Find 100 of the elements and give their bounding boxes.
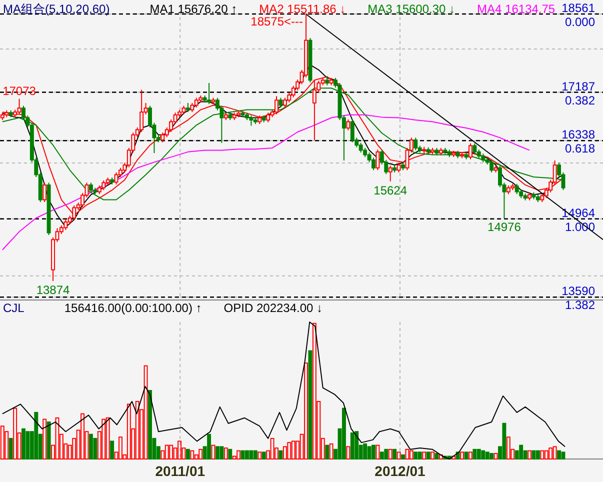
bar xyxy=(13,408,18,460)
bar xyxy=(464,452,468,460)
bar xyxy=(438,454,443,460)
bar xyxy=(460,452,464,460)
bar xyxy=(552,446,557,460)
bar xyxy=(215,446,220,460)
bar xyxy=(376,444,380,460)
bar xyxy=(418,452,422,460)
y-tick-label: 17187 xyxy=(562,79,596,94)
annotation: 13874 xyxy=(36,282,70,297)
bar xyxy=(291,440,296,460)
bar xyxy=(106,417,110,460)
bar xyxy=(452,456,456,460)
chart-title: MA组合(5,10,20,60) xyxy=(3,2,110,16)
bar xyxy=(22,428,26,460)
bar xyxy=(329,443,334,460)
bar xyxy=(8,438,13,460)
bar xyxy=(388,448,392,460)
y-tick-label: 18561 xyxy=(562,1,596,16)
bar xyxy=(367,446,372,460)
bar xyxy=(198,448,203,460)
bar xyxy=(342,408,346,460)
bar xyxy=(434,453,439,460)
bar xyxy=(236,450,241,460)
bar xyxy=(190,450,194,460)
text: MA3 15600.30 ↓ xyxy=(368,2,456,16)
bar xyxy=(409,450,414,460)
y2-tick-label: 0.382 xyxy=(564,93,596,108)
bar xyxy=(278,450,283,460)
bar xyxy=(228,448,232,460)
bar xyxy=(80,413,85,460)
x-tick-label: 2012/01 xyxy=(374,463,426,479)
bar xyxy=(346,446,350,460)
bar xyxy=(148,390,152,460)
bar xyxy=(135,400,140,460)
bar xyxy=(262,452,266,460)
text: MA4 16134.75 xyxy=(477,2,556,16)
bar xyxy=(220,446,224,460)
bar xyxy=(536,450,540,460)
bar xyxy=(557,450,561,460)
bar xyxy=(532,450,536,460)
bar xyxy=(384,448,388,460)
bar xyxy=(88,434,93,460)
bar xyxy=(506,436,510,460)
bar xyxy=(282,446,287,460)
y2-tick-label: 0.000 xyxy=(564,15,596,30)
bar xyxy=(414,452,418,460)
bar xyxy=(481,450,486,460)
bar xyxy=(102,418,106,460)
bar xyxy=(325,444,330,460)
bar xyxy=(548,448,553,460)
text: MA2 15511.86 ↓ xyxy=(259,2,346,16)
bar xyxy=(169,444,174,460)
bar xyxy=(540,450,544,460)
bar xyxy=(144,365,148,460)
bar xyxy=(528,450,532,460)
bar xyxy=(401,454,405,460)
y-tick-label: 13590 xyxy=(562,284,596,298)
bar xyxy=(494,453,498,460)
bar xyxy=(426,452,430,460)
y2-tick-label: 1.382 xyxy=(564,298,596,312)
bar xyxy=(0,426,4,460)
bar xyxy=(392,448,397,460)
series-label: OPID 202234.00 ↓ xyxy=(224,301,323,315)
annotation: 15624 xyxy=(374,183,408,198)
text: MA1 15676.20 ↑ xyxy=(150,2,238,16)
bar xyxy=(380,452,384,460)
bar xyxy=(258,452,262,460)
bar xyxy=(245,450,249,460)
bar xyxy=(287,442,292,460)
bar xyxy=(312,322,316,460)
bar xyxy=(126,404,131,460)
bar xyxy=(178,440,182,460)
bar xyxy=(207,434,212,460)
bar xyxy=(93,438,98,460)
bar xyxy=(350,432,354,460)
bar xyxy=(468,452,472,460)
bar xyxy=(253,450,258,460)
bar xyxy=(372,444,376,460)
bar xyxy=(422,452,426,460)
bar xyxy=(46,422,51,460)
bar xyxy=(42,418,47,460)
bar xyxy=(34,412,38,460)
bar xyxy=(363,443,368,460)
bar xyxy=(405,448,410,460)
annotation: 18575<--- xyxy=(250,14,304,28)
y-tick-label: 16338 xyxy=(562,128,596,142)
bar xyxy=(118,436,122,460)
bar xyxy=(249,450,254,460)
bar xyxy=(55,417,60,460)
bar xyxy=(430,452,434,460)
bar xyxy=(396,452,401,460)
bar xyxy=(561,452,566,460)
chart-title: CJL xyxy=(3,301,25,315)
bar xyxy=(26,431,30,460)
bar xyxy=(211,444,216,460)
bar xyxy=(270,438,274,460)
bar xyxy=(476,448,481,460)
chart-subtitle: 156416.00(0.00:100.00) ↑ xyxy=(64,301,202,315)
x-tick-label: 2011/01 xyxy=(155,463,206,479)
